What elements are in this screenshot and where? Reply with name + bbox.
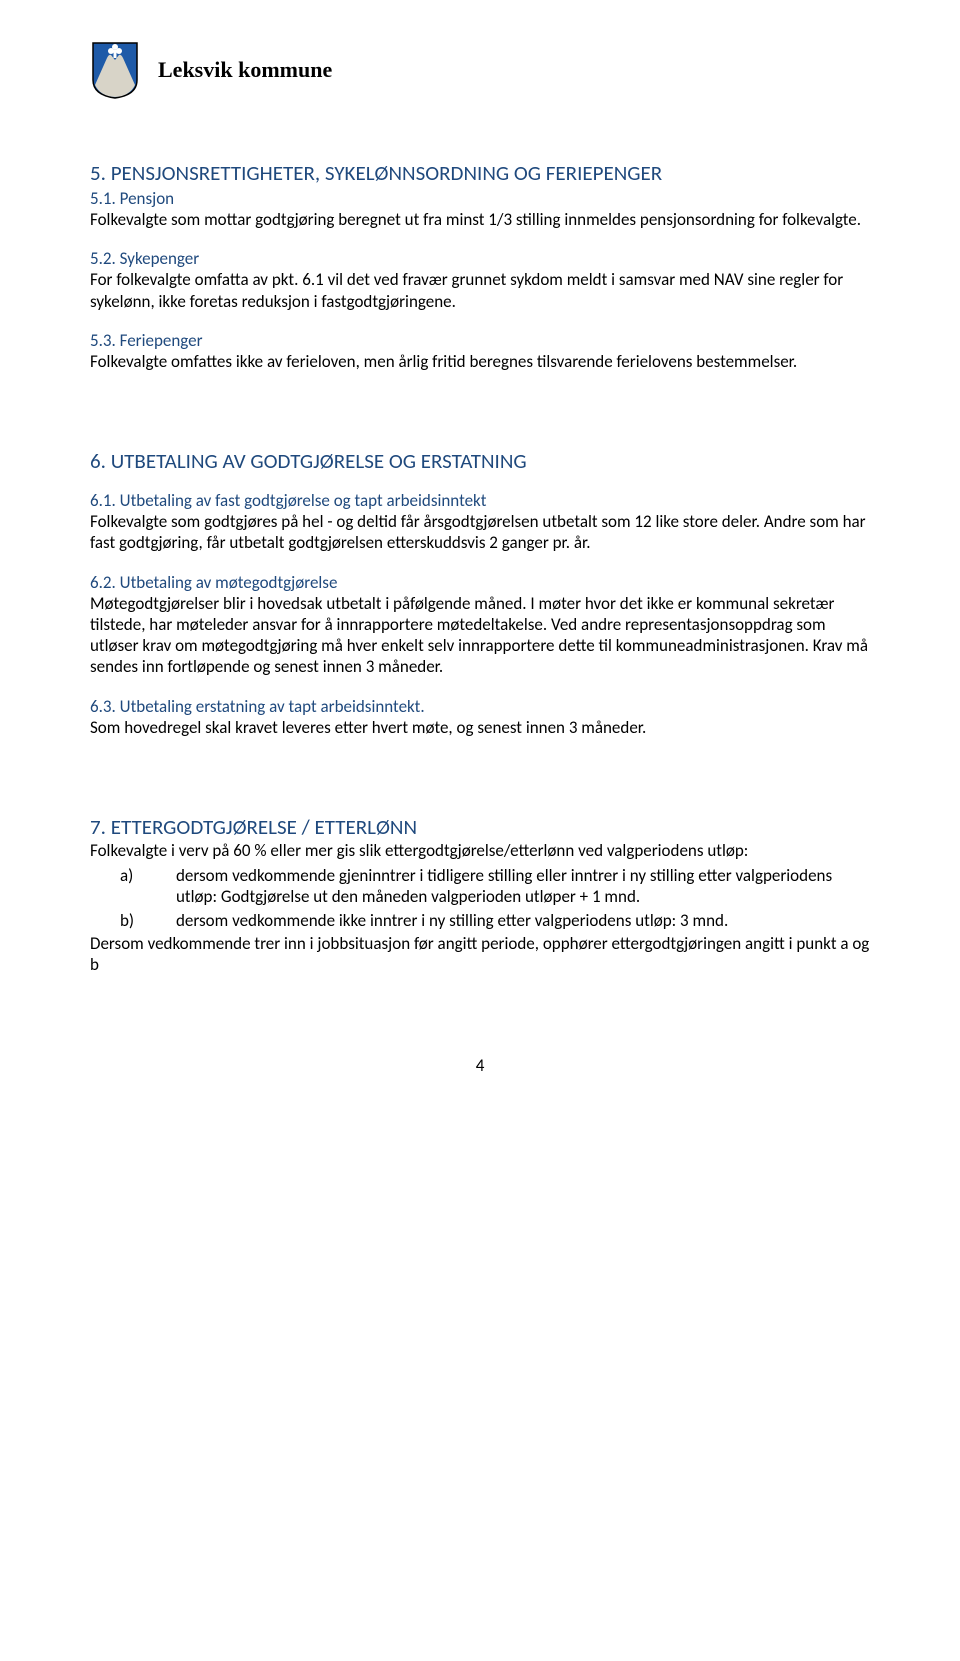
header-title: Leksvik kommune <box>158 57 332 83</box>
list-marker-b: b) <box>90 910 176 931</box>
list-item: a) dersom vedkommende gjeninntrer i tidl… <box>90 865 870 908</box>
section-6-2-title: 6.2. Utbetaling av møtegodtgjørelse <box>90 572 870 593</box>
section-6-title: 6. UTBETALING AV GODTGJØRELSE OG ERSTATN… <box>90 448 870 474</box>
list-item: b) dersom vedkommende ikke inntrer i ny … <box>90 910 870 931</box>
section-5-1-body: Folkevalgte som mottar godtgjøring bereg… <box>90 209 870 230</box>
section-5-1-title: 5.1. Pensjon <box>90 188 870 209</box>
section-6-2-body: Møtegodtgjørelser blir i hovedsak utbeta… <box>90 593 870 678</box>
crest-icon <box>90 40 140 100</box>
section-5-2-body: For folkevalgte omfatta av pkt. 6.1 vil … <box>90 269 870 312</box>
section-6-1-body: Folkevalgte som godtgjøres på hel - og d… <box>90 511 870 554</box>
list-item-b-text: dersom vedkommende ikke inntrer i ny sti… <box>176 910 870 931</box>
section-6-1-title: 6.1. Utbetaling av fast godtgjørelse og … <box>90 490 870 511</box>
section-7-outro: Dersom vedkommende trer inn i jobbsituas… <box>90 933 870 976</box>
section-5-title: 5. PENSJONSRETTIGHETER, SYKELØNNSORDNING… <box>90 160 870 186</box>
section-7-title: 7. ETTERGODTGJØRELSE / ETTERLØNN <box>90 814 870 840</box>
section-5-3-title: 5.3. Feriepenger <box>90 330 870 351</box>
section-7-intro: Folkevalgte i verv på 60 % eller mer gis… <box>90 840 870 861</box>
section-5-2-title: 5.2. Sykepenger <box>90 248 870 269</box>
section-6-3-body: Som hovedregel skal kravet leveres etter… <box>90 717 870 738</box>
document-page: Leksvik kommune 5. PENSJONSRETTIGHETER, … <box>0 0 960 1116</box>
document-header: Leksvik kommune <box>90 40 870 100</box>
section-5-3-body: Folkevalgte omfattes ikke av ferieloven,… <box>90 351 870 372</box>
section-7-list: a) dersom vedkommende gjeninntrer i tidl… <box>90 865 870 931</box>
list-item-a-text: dersom vedkommende gjeninntrer i tidlige… <box>176 865 870 908</box>
section-6-3-title: 6.3. Utbetaling erstatning av tapt arbei… <box>90 696 870 717</box>
page-number: 4 <box>90 1055 870 1076</box>
list-marker-a: a) <box>90 865 176 908</box>
